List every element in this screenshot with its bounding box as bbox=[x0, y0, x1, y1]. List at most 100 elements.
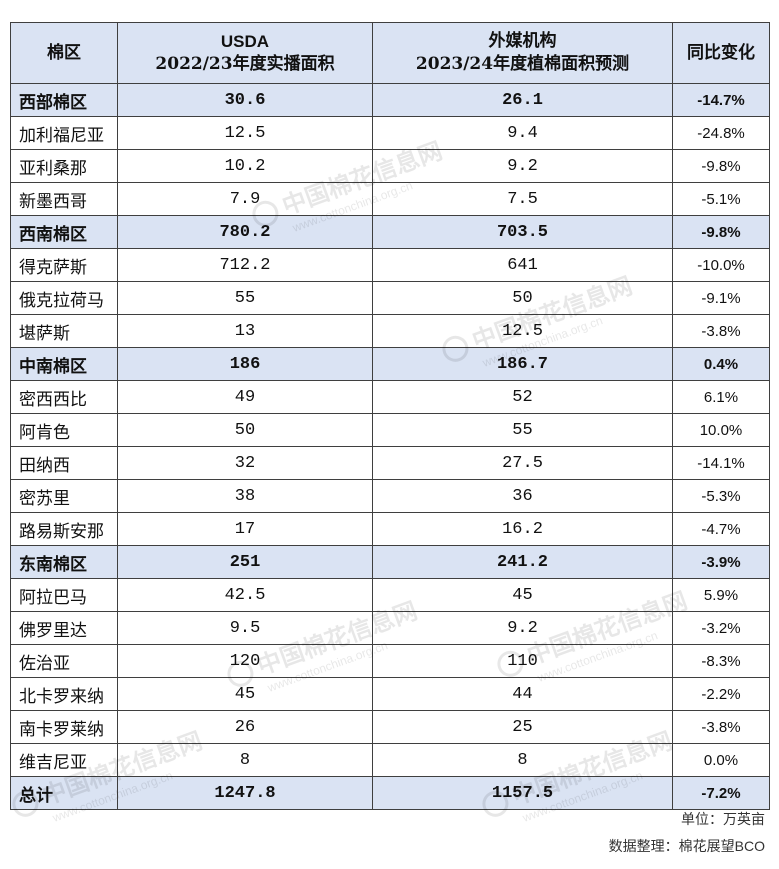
forecast-area-cell: 27.5 bbox=[372, 446, 673, 480]
yoy-change-cell: -14.7% bbox=[672, 83, 770, 117]
forecast-area-cell: 110 bbox=[372, 644, 673, 678]
yoy-change-cell: -3.8% bbox=[672, 710, 770, 744]
region-cell: 佛罗里达 bbox=[10, 611, 118, 645]
table-row: 堪萨斯 13 12.5 -3.8% bbox=[10, 314, 770, 348]
usda-area-cell: 32 bbox=[117, 446, 373, 480]
usda-area-cell: 712.2 bbox=[117, 248, 373, 282]
table-row: 北卡罗来纳 45 44 -2.2% bbox=[10, 677, 770, 711]
forecast-area-cell: 641 bbox=[372, 248, 673, 282]
yoy-change-cell: -3.2% bbox=[672, 611, 770, 645]
yoy-change-cell: -5.1% bbox=[672, 182, 770, 216]
table-row: 佐治亚 120 110 -8.3% bbox=[10, 644, 770, 678]
yoy-change-cell: 10.0% bbox=[672, 413, 770, 447]
usda-area-cell: 780.2 bbox=[117, 215, 373, 249]
forecast-area-cell: 52 bbox=[372, 380, 673, 414]
source-note: 数据整理：棉花展望BCO bbox=[608, 838, 765, 854]
yoy-change-cell: -9.8% bbox=[672, 215, 770, 249]
header-usda-source: USDA bbox=[220, 32, 270, 51]
usda-area-cell: 251 bbox=[117, 545, 373, 579]
table-row: 田纳西 32 27.5 -14.1% bbox=[10, 446, 770, 480]
table-row: 南卡罗莱纳 26 25 -3.8% bbox=[10, 710, 770, 744]
yoy-change-cell: -9.8% bbox=[672, 149, 770, 183]
region-cell: 得克萨斯 bbox=[10, 248, 118, 282]
usda-area-cell: 49 bbox=[117, 380, 373, 414]
forecast-area-cell: 55 bbox=[372, 413, 673, 447]
region-cell: 西南棉区 bbox=[10, 215, 118, 249]
forecast-area-cell: 703.5 bbox=[372, 215, 673, 249]
forecast-area-cell: 25 bbox=[372, 710, 673, 744]
forecast-area-cell: 16.2 bbox=[372, 512, 673, 546]
table-row: 亚利桑那 10.2 9.2 -9.8% bbox=[10, 149, 770, 183]
usda-area-cell: 45 bbox=[117, 677, 373, 711]
table-row: 加利福尼亚 12.5 9.4 -24.8% bbox=[10, 116, 770, 150]
header-usda: USDA 2022/23年度实播面积 bbox=[117, 22, 373, 84]
region-cell: 北卡罗来纳 bbox=[10, 677, 118, 711]
table-row: 密西西比 49 52 6.1% bbox=[10, 380, 770, 414]
forecast-area-cell: 50 bbox=[372, 281, 673, 315]
usda-area-cell: 17 bbox=[117, 512, 373, 546]
table-header: 棉区 USDA 2022/23年度实播面积 外媒机构 2023/24年度植棉面积… bbox=[10, 22, 770, 84]
yoy-change-cell: -14.1% bbox=[672, 446, 770, 480]
header-usda-label: 2022/23年度实播面积 bbox=[155, 54, 335, 74]
usda-area-cell: 8 bbox=[117, 743, 373, 777]
table-header-row: 棉区 USDA 2022/23年度实播面积 外媒机构 2023/24年度植棉面积… bbox=[10, 22, 770, 84]
usda-area-cell: 120 bbox=[117, 644, 373, 678]
usda-area-cell: 12.5 bbox=[117, 116, 373, 150]
yoy-change-cell: 0.0% bbox=[672, 743, 770, 777]
table-row: 俄克拉荷马 55 50 -9.1% bbox=[10, 281, 770, 315]
forecast-area-cell: 26.1 bbox=[372, 83, 673, 117]
yoy-change-cell: 6.1% bbox=[672, 380, 770, 414]
unit-note: 单位：万英亩 bbox=[681, 811, 765, 827]
yoy-change-cell: -4.7% bbox=[672, 512, 770, 546]
region-cell: 总计 bbox=[10, 776, 118, 810]
region-cell: 亚利桑那 bbox=[10, 149, 118, 183]
header-forecast-source: 外媒机构 bbox=[488, 31, 557, 51]
region-cell: 路易斯安那 bbox=[10, 512, 118, 546]
region-cell: 田纳西 bbox=[10, 446, 118, 480]
yoy-change-cell: -3.9% bbox=[672, 545, 770, 579]
region-cell: 新墨西哥 bbox=[10, 182, 118, 216]
region-cell: 密西西比 bbox=[10, 380, 118, 414]
yoy-change-cell: -5.3% bbox=[672, 479, 770, 513]
yoy-change-cell: -8.3% bbox=[672, 644, 770, 678]
region-cell: 佐治亚 bbox=[10, 644, 118, 678]
forecast-area-cell: 1157.5 bbox=[372, 776, 673, 810]
header-forecast: 外媒机构 2023/24年度植棉面积预测 bbox=[372, 22, 673, 84]
region-cell: 俄克拉荷马 bbox=[10, 281, 118, 315]
yoy-change-cell: -3.8% bbox=[672, 314, 770, 348]
region-cell: 维吉尼亚 bbox=[10, 743, 118, 777]
table-row: 路易斯安那 17 16.2 -4.7% bbox=[10, 512, 770, 546]
forecast-area-cell: 186.7 bbox=[372, 347, 673, 381]
region-cell: 密苏里 bbox=[10, 479, 118, 513]
yoy-change-cell: -7.2% bbox=[672, 776, 770, 810]
forecast-area-cell: 9.2 bbox=[372, 611, 673, 645]
yoy-change-cell: 0.4% bbox=[672, 347, 770, 381]
table-row: 佛罗里达 9.5 9.2 -3.2% bbox=[10, 611, 770, 645]
yoy-change-cell: -24.8% bbox=[672, 116, 770, 150]
usda-area-cell: 186 bbox=[117, 347, 373, 381]
table-row-subtotal: 中南棉区 186 186.7 0.4% bbox=[10, 347, 770, 381]
forecast-area-cell: 12.5 bbox=[372, 314, 673, 348]
usda-area-cell: 50 bbox=[117, 413, 373, 447]
yoy-change-cell: 5.9% bbox=[672, 578, 770, 612]
header-yoy-change: 同比变化 bbox=[672, 22, 770, 84]
region-cell: 东南棉区 bbox=[10, 545, 118, 579]
table-row: 新墨西哥 7.9 7.5 -5.1% bbox=[10, 182, 770, 216]
data-table-body: 西部棉区 30.6 26.1 -14.7% 加利福尼亚 12.5 9.4 -24.8% 亚利桑那… bbox=[10, 83, 770, 810]
table-row: 阿拉巴马 42.5 45 5.9% bbox=[10, 578, 770, 612]
table-row: 阿肯色 50 55 10.0% bbox=[10, 413, 770, 447]
forecast-area-cell: 9.2 bbox=[372, 149, 673, 183]
yoy-change-cell: -2.2% bbox=[672, 677, 770, 711]
cotton-area-table: 棉区 USDA 2022/23年度实播面积 外媒机构 2023/24年度植棉面积… bbox=[10, 22, 770, 810]
table-row: 得克萨斯 712.2 641 -10.0% bbox=[10, 248, 770, 282]
region-cell: 加利福尼亚 bbox=[10, 116, 118, 150]
yoy-change-cell: -10.0% bbox=[672, 248, 770, 282]
region-cell: 中南棉区 bbox=[10, 347, 118, 381]
region-cell: 阿拉巴马 bbox=[10, 578, 118, 612]
usda-area-cell: 30.6 bbox=[117, 83, 373, 117]
usda-area-cell: 13 bbox=[117, 314, 373, 348]
usda-area-cell: 38 bbox=[117, 479, 373, 513]
region-cell: 西部棉区 bbox=[10, 83, 118, 117]
forecast-area-cell: 36 bbox=[372, 479, 673, 513]
usda-area-cell: 26 bbox=[117, 710, 373, 744]
